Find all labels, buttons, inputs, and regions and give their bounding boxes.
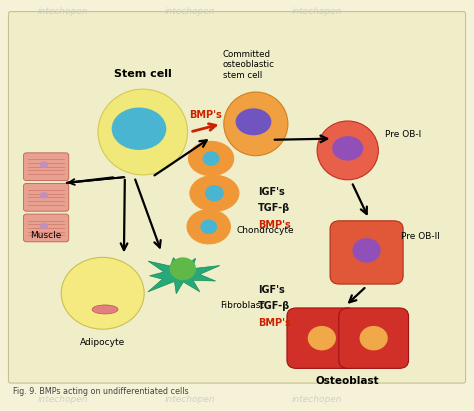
Text: Pre OB-II: Pre OB-II [401,233,439,241]
Ellipse shape [39,223,48,229]
Circle shape [61,257,144,329]
Text: Fibroblast: Fibroblast [220,301,264,310]
FancyBboxPatch shape [330,221,403,284]
Text: BMP's: BMP's [189,110,222,120]
Text: Pre OB-I: Pre OB-I [385,129,422,139]
Ellipse shape [205,185,224,201]
Text: IGF's: IGF's [258,285,285,295]
Ellipse shape [332,136,363,161]
Text: BMP's: BMP's [258,220,291,230]
Text: intechopen: intechopen [292,7,342,16]
Text: BMP's: BMP's [258,318,291,328]
Circle shape [308,326,336,351]
Ellipse shape [190,175,239,211]
Ellipse shape [187,210,230,244]
Ellipse shape [202,151,219,166]
Text: TGF-β: TGF-β [258,301,291,312]
Text: intechopen: intechopen [37,7,88,16]
Text: intechopen: intechopen [164,7,215,16]
Circle shape [353,238,381,263]
Text: Fig. 9. BMPs acting on undifferentiated cells: Fig. 9. BMPs acting on undifferentiated … [13,387,189,396]
FancyBboxPatch shape [339,308,409,368]
FancyBboxPatch shape [287,308,357,368]
Ellipse shape [200,219,217,234]
Ellipse shape [39,192,48,199]
Text: TGF-β: TGF-β [258,203,291,213]
Text: IGF's: IGF's [258,187,285,197]
FancyBboxPatch shape [9,12,465,383]
Ellipse shape [236,109,272,135]
Text: Stem cell: Stem cell [114,69,172,79]
Ellipse shape [39,162,48,168]
Ellipse shape [189,141,234,175]
Ellipse shape [98,89,188,175]
Ellipse shape [224,92,288,156]
Circle shape [359,326,388,351]
Text: Chondrocyte: Chondrocyte [236,226,294,236]
Circle shape [170,257,196,280]
Text: Muscle: Muscle [30,231,62,240]
FancyBboxPatch shape [24,214,69,242]
FancyBboxPatch shape [24,183,69,211]
Ellipse shape [317,121,378,180]
Text: intechopen: intechopen [292,395,342,404]
Text: Committed
osteoblastic
stem cell: Committed osteoblastic stem cell [223,50,275,80]
Polygon shape [148,258,220,294]
Text: Osteoblast: Osteoblast [316,376,380,386]
FancyBboxPatch shape [24,153,69,180]
Ellipse shape [92,305,118,314]
Ellipse shape [112,108,166,150]
Text: Adipocyte: Adipocyte [80,338,125,347]
Text: intechopen: intechopen [37,395,88,404]
Text: intechopen: intechopen [164,395,215,404]
